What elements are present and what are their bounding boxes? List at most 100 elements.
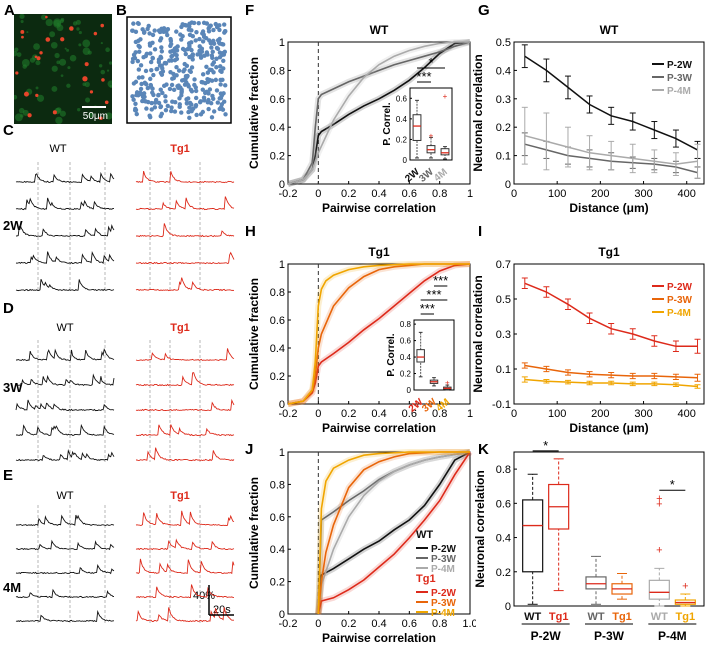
roi-dot xyxy=(204,21,210,26)
roi-dot xyxy=(207,87,213,92)
roi-dot xyxy=(174,65,179,70)
neuropil-blob xyxy=(59,58,67,66)
scale-bar xyxy=(82,106,106,108)
panel-label-h: H xyxy=(245,223,256,240)
neuropil-blob xyxy=(22,64,27,69)
sig-label: *** xyxy=(426,287,441,302)
roi-dot xyxy=(177,102,182,107)
roi-dot xyxy=(194,112,199,118)
roi-dot xyxy=(159,72,165,77)
x-tick-label: 1.0 xyxy=(462,618,476,630)
roi-dot xyxy=(207,67,212,72)
legend-label: P-2W xyxy=(431,544,457,555)
y-tick-label: 0.7 xyxy=(496,259,511,271)
calcium-trace xyxy=(15,448,115,462)
roi-dot xyxy=(187,54,192,60)
x-tick-label: 400 xyxy=(678,188,696,200)
roi-dot xyxy=(161,29,166,35)
roi-dot xyxy=(176,85,181,91)
neuron-soma xyxy=(99,116,103,121)
roi-dot xyxy=(152,105,158,110)
calcium-trace xyxy=(15,609,114,623)
y-tick-label: 0.2 xyxy=(270,371,285,383)
calcium-trace xyxy=(15,564,115,575)
neuropil-blob xyxy=(78,43,82,47)
box-outlier: + xyxy=(682,580,688,592)
y-axis-label: Neuronal correlation xyxy=(473,470,487,587)
roi-dot xyxy=(131,97,136,102)
roi-dot xyxy=(168,38,174,44)
y-axis-label: Neuronal correlation xyxy=(471,275,485,392)
neuron-soma xyxy=(84,62,89,67)
inset-outlier: + xyxy=(443,92,448,101)
roi-dot xyxy=(190,34,196,39)
roi-dot xyxy=(207,25,212,30)
roi-dot xyxy=(149,107,154,112)
roi-dot xyxy=(174,73,179,78)
series-line-p-2w xyxy=(317,451,471,615)
x-axis-label: Pairwise correlation xyxy=(322,631,436,645)
roi-dot xyxy=(131,21,136,26)
roi-dot xyxy=(204,36,209,41)
roi-dot xyxy=(223,112,228,117)
roi-dot xyxy=(204,50,210,55)
chart-title: WT xyxy=(370,23,389,37)
panel-label-b: B xyxy=(116,2,127,19)
roi-dot xyxy=(171,87,177,93)
roi-dot xyxy=(211,41,217,46)
sig-label: * xyxy=(543,440,548,453)
roi-dot xyxy=(218,105,224,110)
neuropil-blob xyxy=(66,48,70,52)
legend-label: P-3W xyxy=(667,73,693,84)
roi-dot xyxy=(186,109,191,115)
neuron-soma xyxy=(82,76,88,82)
calcium-trace xyxy=(15,224,115,238)
roi-dot xyxy=(213,77,219,83)
panel-label-j: J xyxy=(245,441,254,458)
y-tick-label: 0 xyxy=(279,399,285,411)
roi-dot xyxy=(174,29,179,34)
roi-dot xyxy=(167,86,173,92)
calcium-trace xyxy=(135,510,235,526)
legend-label: P-4M xyxy=(667,86,691,97)
roi-dot xyxy=(149,100,154,106)
calcium-trace xyxy=(135,424,235,437)
roi-dot xyxy=(151,72,156,78)
roi-dot xyxy=(214,65,219,70)
y-tick-label: 0.4 xyxy=(496,65,511,77)
calcium-trace xyxy=(15,251,115,265)
roi-dot xyxy=(209,101,214,106)
calcium-trace xyxy=(15,539,115,551)
x-tick-label: 0.6 xyxy=(402,618,417,630)
neuropil-blob xyxy=(105,47,110,53)
neuron-soma xyxy=(39,51,43,55)
neuropil-blob xyxy=(109,85,112,88)
roi-dot xyxy=(154,66,159,72)
neuropil-blob xyxy=(53,18,62,27)
roi-dot xyxy=(138,86,144,92)
roi-dot xyxy=(169,82,175,88)
series-line-p-4m xyxy=(317,451,471,615)
calcium-trace xyxy=(135,196,235,211)
roi-dot xyxy=(207,77,212,83)
calcium-trace xyxy=(135,558,235,575)
neuron-soma xyxy=(60,37,65,42)
y-tick-label: 0.8 xyxy=(496,464,511,476)
roi-dot xyxy=(159,111,165,117)
neuropil-blob xyxy=(20,19,24,24)
x-tick-label: 0 xyxy=(315,408,321,420)
roi-dot xyxy=(181,69,186,74)
x-tick-label: 100 xyxy=(548,188,566,200)
roi-dot xyxy=(137,44,142,50)
roi-dot xyxy=(221,58,226,63)
roi-dot xyxy=(147,113,152,118)
y-tick-label: 0.6 xyxy=(496,498,511,510)
group-label: P-2W xyxy=(531,629,562,643)
roi-dot xyxy=(218,91,224,96)
roi-dot xyxy=(160,66,165,71)
neuropil-blob xyxy=(56,60,60,65)
sig-label: *** xyxy=(416,69,431,84)
neuron-soma xyxy=(27,113,32,118)
neuropil-blob xyxy=(85,97,91,103)
y-tick-label: 0.1 xyxy=(496,151,511,163)
